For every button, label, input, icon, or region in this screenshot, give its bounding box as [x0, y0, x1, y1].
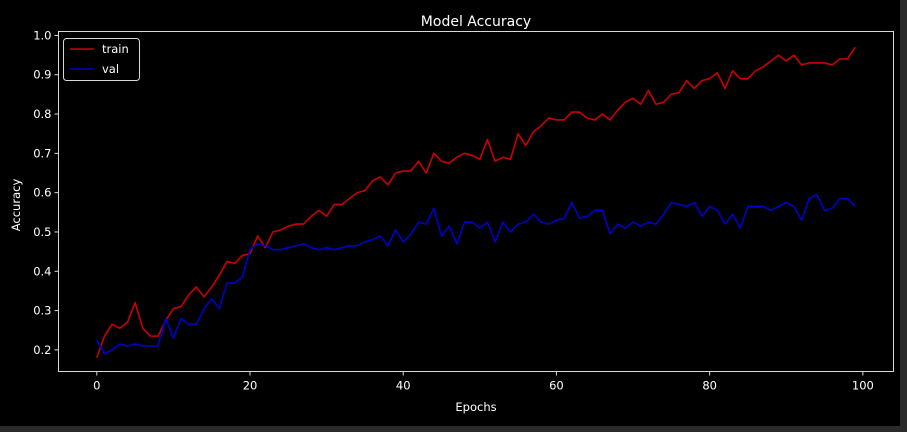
chart-figure: Model Accuracy Epochs Accuracy 0 20 40 60 80…: [0, 0, 900, 426]
y-tick-label: 0.4: [33, 264, 51, 278]
series-layer: [96, 46, 856, 359]
y-tick-label: 0.7: [33, 146, 51, 160]
y-tick-label: 0.9: [33, 68, 51, 82]
axes-frame: [58, 31, 894, 372]
y-tick-label: 0.3: [33, 304, 51, 318]
axis-ticks: 0 20 40 60 80 100 0.2 0.3 0.4 0.5 0.6 0.7 0.8 0.9 1.0: [33, 28, 874, 392]
x-tick-label: 40: [396, 379, 411, 393]
legend-label-val: val: [102, 62, 119, 76]
y-tick-label: 0.6: [33, 186, 51, 200]
y-tick-label: 0.2: [33, 343, 51, 357]
x-tick-label: 20: [243, 379, 258, 393]
x-axis-label: Epochs: [455, 400, 496, 414]
y-axis-label: Accuracy: [9, 179, 23, 232]
x-tick-label: 60: [549, 379, 564, 393]
y-tick-label: 0.5: [33, 225, 51, 239]
y-tick-label: 1.0: [33, 28, 51, 42]
x-tick-label: 100: [852, 379, 874, 393]
x-tick-label: 80: [702, 379, 717, 393]
series-line-val: [96, 193, 856, 355]
series-line-train: [96, 46, 856, 359]
legend-label-train: train: [102, 42, 129, 56]
x-tick-label: 0: [93, 379, 100, 393]
accuracy-line-chart: Model Accuracy Epochs Accuracy 0 20 40 60 80…: [9, 14, 894, 414]
legend: train val: [63, 38, 140, 81]
chart-title: Model Accuracy: [421, 14, 531, 30]
y-tick-label: 0.8: [33, 107, 51, 121]
